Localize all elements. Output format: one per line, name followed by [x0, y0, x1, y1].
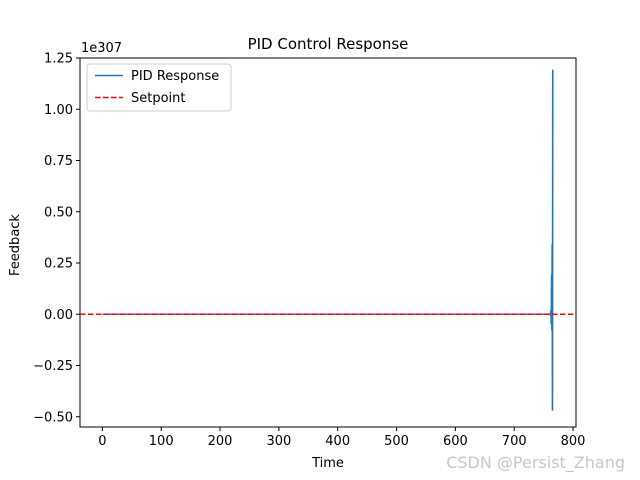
- x-tick-label: 800: [561, 434, 586, 449]
- y-tick-label: 1.25: [44, 52, 73, 67]
- legend-label-pid-response: PID Response: [131, 69, 219, 84]
- y-tick-label: 0.25: [44, 257, 73, 272]
- y-tick-label: 0.00: [44, 308, 73, 323]
- y-tick-label: 0.75: [44, 154, 73, 169]
- y-offset-text: 1e307: [81, 41, 122, 56]
- y-tick-label: −0.25: [33, 359, 73, 374]
- plot-area: [79, 57, 577, 428]
- x-tick-label: 700: [502, 434, 527, 449]
- x-tick-label: 100: [149, 434, 174, 449]
- y-tick-label: 1.00: [44, 103, 73, 118]
- legend-label-setpoint: Setpoint: [131, 91, 186, 106]
- y-axis-label: Feedback: [8, 214, 23, 276]
- y-tick-label: 0.50: [44, 205, 73, 220]
- x-tick-label: 500: [384, 434, 409, 449]
- x-tick-label: 600: [443, 434, 468, 449]
- x-tick-label: 300: [266, 434, 291, 449]
- chart-title: PID Control Response: [248, 35, 409, 53]
- x-axis-label: Time: [311, 456, 344, 471]
- y-tick-label: −0.50: [33, 410, 73, 425]
- plot-lines: [80, 69, 576, 411]
- legend: PID Response Setpoint: [86, 63, 232, 112]
- x-tick-label: 200: [208, 434, 233, 449]
- x-tick-label: 0: [98, 434, 106, 449]
- x-tick-label: 400: [325, 434, 350, 449]
- axis-ticks: 0 100 200 300 400 500 600 700 800 −0.50 −0.25 0.00 0…: [33, 52, 585, 450]
- watermark: CSDN @Persist_Zhang: [446, 453, 625, 473]
